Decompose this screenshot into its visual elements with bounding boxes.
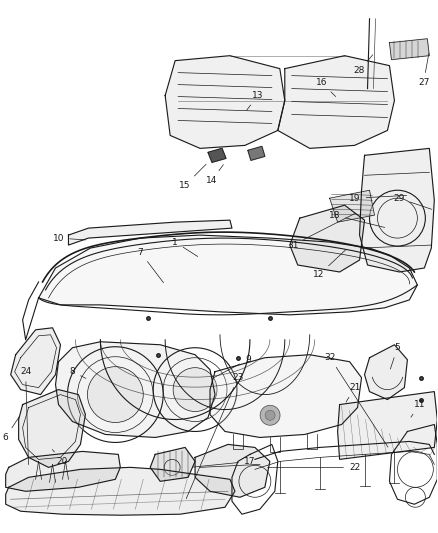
Polygon shape	[165, 55, 285, 148]
Polygon shape	[6, 451, 120, 491]
Text: 21: 21	[346, 383, 360, 402]
Polygon shape	[19, 390, 85, 467]
Text: 12: 12	[313, 250, 346, 279]
Text: 9: 9	[212, 355, 251, 378]
Text: 20: 20	[53, 449, 68, 466]
Circle shape	[260, 405, 280, 425]
Polygon shape	[11, 328, 60, 394]
Text: 18: 18	[328, 211, 385, 228]
Polygon shape	[195, 445, 270, 497]
Text: 22: 22	[268, 463, 360, 472]
Polygon shape	[389, 39, 429, 60]
Circle shape	[88, 367, 143, 423]
Text: 16: 16	[316, 78, 336, 96]
Text: 10: 10	[53, 233, 86, 243]
Text: 7: 7	[138, 247, 163, 282]
Circle shape	[265, 410, 275, 420]
Polygon shape	[208, 148, 226, 163]
Text: 17: 17	[193, 457, 256, 467]
Polygon shape	[39, 235, 417, 315]
Text: 1: 1	[172, 238, 198, 256]
Polygon shape	[68, 220, 232, 245]
Text: 31: 31	[287, 213, 355, 249]
Text: 6: 6	[3, 417, 19, 442]
Text: 15: 15	[179, 164, 206, 190]
Text: 24: 24	[20, 367, 31, 465]
Polygon shape	[338, 392, 437, 459]
Text: 23: 23	[186, 373, 244, 499]
Polygon shape	[248, 147, 265, 160]
Text: 32: 32	[324, 353, 388, 447]
Text: 28: 28	[353, 55, 373, 75]
Polygon shape	[6, 467, 235, 515]
Polygon shape	[330, 190, 374, 222]
Polygon shape	[150, 447, 195, 481]
Text: 19: 19	[349, 193, 406, 203]
Polygon shape	[56, 342, 215, 438]
Polygon shape	[210, 355, 361, 438]
Text: 29: 29	[393, 193, 432, 209]
Text: 14: 14	[206, 165, 223, 185]
Polygon shape	[360, 148, 434, 272]
Circle shape	[173, 368, 217, 411]
Polygon shape	[290, 205, 364, 272]
Text: 5: 5	[390, 343, 400, 369]
Text: 8: 8	[70, 367, 86, 378]
Text: 13: 13	[247, 91, 264, 110]
Polygon shape	[278, 55, 395, 148]
Polygon shape	[364, 345, 407, 400]
Text: 27: 27	[418, 53, 429, 87]
Text: 11: 11	[411, 400, 425, 417]
